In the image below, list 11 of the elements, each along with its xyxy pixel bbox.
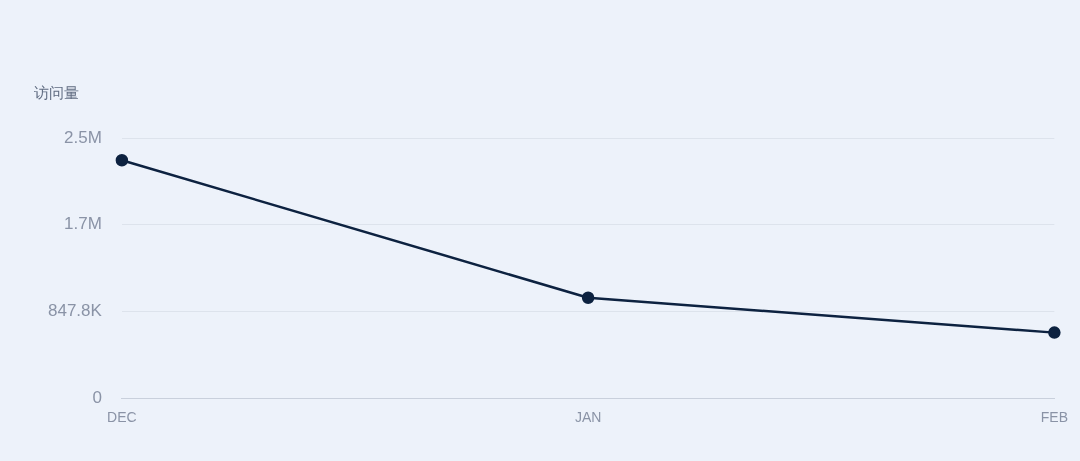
point — [115, 153, 129, 167]
x-tick-label: JAN — [574, 409, 602, 426]
point — [1048, 326, 1061, 339]
y-axis-title: 访问量 — [34, 83, 79, 102]
point — [581, 291, 595, 304]
y-tick-label: 0 — [92, 387, 102, 407]
x-tick-label: FEB — [1040, 409, 1068, 426]
x-tick-label: DEC — [107, 409, 137, 426]
y-tick-label: 1.7M — [64, 214, 102, 234]
y-tick-label: 847.8K — [47, 301, 103, 321]
y-tick-label: 2.5M — [64, 127, 102, 147]
